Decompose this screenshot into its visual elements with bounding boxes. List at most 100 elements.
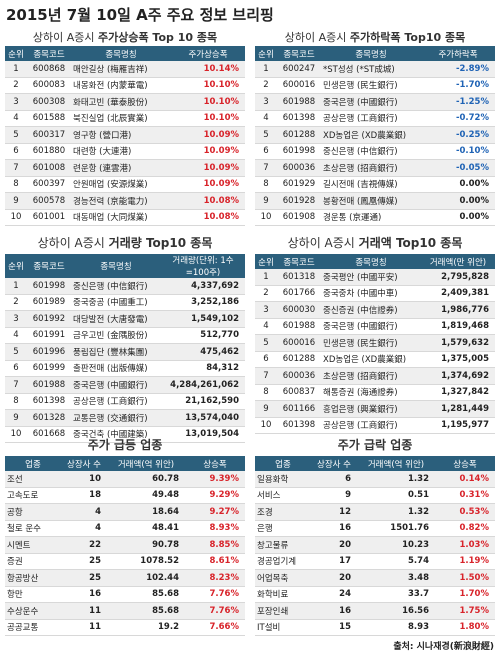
- table-cell: 대동매업 (大同煤業): [71, 209, 171, 226]
- table-cell: 0.00%: [421, 209, 495, 226]
- table-cell: 1: [255, 269, 277, 286]
- table-row: 10 601001 대동매업 (大同煤業) 10.08%: [5, 209, 245, 226]
- table-cell: 601989: [27, 294, 71, 311]
- table-cell: 10.09%: [171, 159, 245, 177]
- table-cell: 601588: [27, 110, 71, 127]
- column-header: 업종: [5, 456, 61, 471]
- table-cell: 0.00%: [421, 176, 495, 193]
- table-row: 2 600016 민생은행 (民生銀行) -1.70%: [255, 77, 495, 94]
- table-cell: 0.14%: [435, 471, 495, 488]
- table-cell: 9.39%: [185, 471, 245, 488]
- table-cell: 601001: [27, 209, 71, 226]
- table-cell: 2,409,381: [421, 285, 495, 302]
- table-cell: 1,327,842: [421, 384, 495, 401]
- table-cell: 5: [5, 126, 27, 144]
- table-row: 10 601668 중국건축 (中國建築) 13,019,504: [5, 426, 245, 443]
- table-row: 9 601328 교통은행 (交通銀行) 13,574,040: [5, 409, 245, 427]
- table-cell: -0.10%: [421, 143, 495, 160]
- table-row: 항만 16 85.68 7.76%: [5, 586, 245, 603]
- table-cell: 3.48: [357, 569, 435, 587]
- table-cell: 601992: [27, 310, 71, 328]
- column-header: 종목코드: [27, 46, 71, 61]
- table-row: 2 601766 중국중차 (中國中車) 2,409,381: [255, 285, 495, 302]
- table-cell: -1.25%: [421, 93, 495, 111]
- table-row: 5 601288 XD농업은 (XD農業銀) -0.25%: [255, 126, 495, 144]
- table-cell: 중신은행 (中信銀行): [71, 278, 161, 295]
- table-section: 상하이 A증시 거래액 Top10 종목 순위 종목코드 종목명칭 거래액(만 위안) 1…: [255, 232, 495, 434]
- table-cell: 11: [61, 619, 107, 636]
- table-cell: 중국건축 (中國建築): [71, 426, 161, 443]
- table-cell: 4: [5, 110, 27, 127]
- section-title-bold: 거래량 Top10 종목: [108, 236, 213, 250]
- table-cell: 금우고빈 (金隅股份): [71, 327, 161, 344]
- table-row: 10 601398 공상은행 (工商銀行) 1,195,977: [255, 417, 495, 434]
- table-cell: 24: [311, 586, 357, 603]
- table-section: 상하이 A증시 거래량 Top10 종목 순위 종목코드 종목명칭 거래량(단위: 1수…: [5, 232, 245, 443]
- table-row: 어업목축 20 3.48 1.50%: [255, 569, 495, 587]
- table-cell: 1,374,692: [421, 367, 495, 385]
- table-cell: 7: [255, 159, 277, 177]
- table-cell: 안원매업 (安源煤業): [71, 176, 171, 193]
- table-cell: 2: [255, 285, 277, 302]
- table-row: 3 600030 중신증권 (中信證券) 1,986,776: [255, 301, 495, 319]
- table-cell: 601991: [27, 327, 71, 344]
- table-cell: 601908: [277, 209, 321, 226]
- table-row: 1 601998 중신은행 (中信銀行) 4,337,692: [5, 278, 245, 295]
- table-cell: 600036: [277, 367, 321, 385]
- column-header: 거래액(만 위안): [421, 254, 495, 269]
- section-title-bold: 주가상승폭 Top 10 종목: [98, 31, 218, 44]
- table-cell: 해통증권 (海通證券): [321, 384, 421, 401]
- table-row: 4 601991 금우고빈 (金隅股份) 512,770: [5, 327, 245, 344]
- table-row: 7 601988 중국은행 (中國銀行) 4,284,261,062: [5, 376, 245, 394]
- data-table: 업종 상장사 수 거래액(억 위안) 상승폭 조선 10 60.78 9.39% 고속도로 18 4…: [5, 456, 245, 636]
- table-cell: 600016: [277, 334, 321, 352]
- table-cell: 601999: [27, 360, 71, 377]
- table-row: 화학비료 24 33.7 1.70%: [255, 586, 495, 603]
- table-row: 조선 10 60.78 9.39%: [5, 471, 245, 488]
- table-cell: 600030: [277, 301, 321, 319]
- table-cell: -2.89%: [421, 61, 495, 78]
- table-cell: 600083: [27, 77, 71, 94]
- table-cell: 4: [5, 327, 27, 344]
- table-cell: 8: [5, 393, 27, 410]
- table-cell: 7: [5, 159, 27, 177]
- table-cell: 1.80%: [435, 619, 495, 636]
- column-header: 순위: [255, 46, 277, 61]
- table-cell: 600247: [277, 61, 321, 78]
- table-cell: 6: [255, 143, 277, 160]
- table-row: 1 600868 매안길상 (梅雁吉祥) 10.14%: [5, 61, 245, 78]
- table-row: 6 601288 XD농업은 (XD農業銀) 1,375,005: [255, 351, 495, 368]
- table-cell: 6: [311, 471, 357, 488]
- section-title: 상하이 A증시 거래량 Top10 종목: [5, 232, 245, 254]
- table-cell: 22: [61, 536, 107, 554]
- table-cell: 10.09%: [171, 126, 245, 144]
- table-cell: 8: [5, 176, 27, 193]
- table-cell: 중국평안 (中國平安): [321, 269, 421, 286]
- table-cell: 시멘트: [5, 536, 61, 554]
- table-cell: 1.50%: [435, 569, 495, 587]
- page-title: 2015년 7월 10일 A주 주요 정보 브리핑: [6, 6, 274, 24]
- table-cell: 중국은행 (中國銀行): [321, 318, 421, 335]
- table-cell: 3: [255, 301, 277, 319]
- table-cell: 공상은행 (工商銀行): [321, 110, 421, 127]
- table-cell: 1.70%: [435, 586, 495, 603]
- table-cell: XD농업은 (XD農業銀): [321, 351, 421, 368]
- table-cell: 0.51: [357, 487, 435, 504]
- table-cell: 1,281,449: [421, 400, 495, 418]
- section-title: 주가 급락 업종: [255, 434, 495, 456]
- section-title-bold: 주가 급등 업종: [87, 438, 163, 452]
- table-cell: 봉황전매 (鳳凰傳媒): [321, 192, 421, 210]
- table-row: 1 601318 중국평안 (中國平安) 2,795,828: [255, 269, 495, 286]
- table-cell: 3: [5, 310, 27, 328]
- data-table: 순위 종목코드 종목명칭 주가하락폭 1 600247 *ST성성 (*ST成城) -2.89…: [255, 46, 495, 226]
- table-cell: 초상은행 (招商銀行): [321, 367, 421, 385]
- table-cell: 북진실업 (北辰實業): [71, 110, 171, 127]
- column-header: 순위: [5, 254, 27, 278]
- table-row: 조경 12 1.32 0.53%: [255, 503, 495, 521]
- table-row: 8 601929 길시전매 (吉視傳媒) 0.00%: [255, 176, 495, 193]
- table-row: 2 601989 중국중공 (中國重工) 3,252,186: [5, 294, 245, 311]
- column-header: 거래액(억 위안): [357, 456, 435, 471]
- table-cell: 7.66%: [185, 619, 245, 636]
- table-cell: 화학비료: [255, 586, 311, 603]
